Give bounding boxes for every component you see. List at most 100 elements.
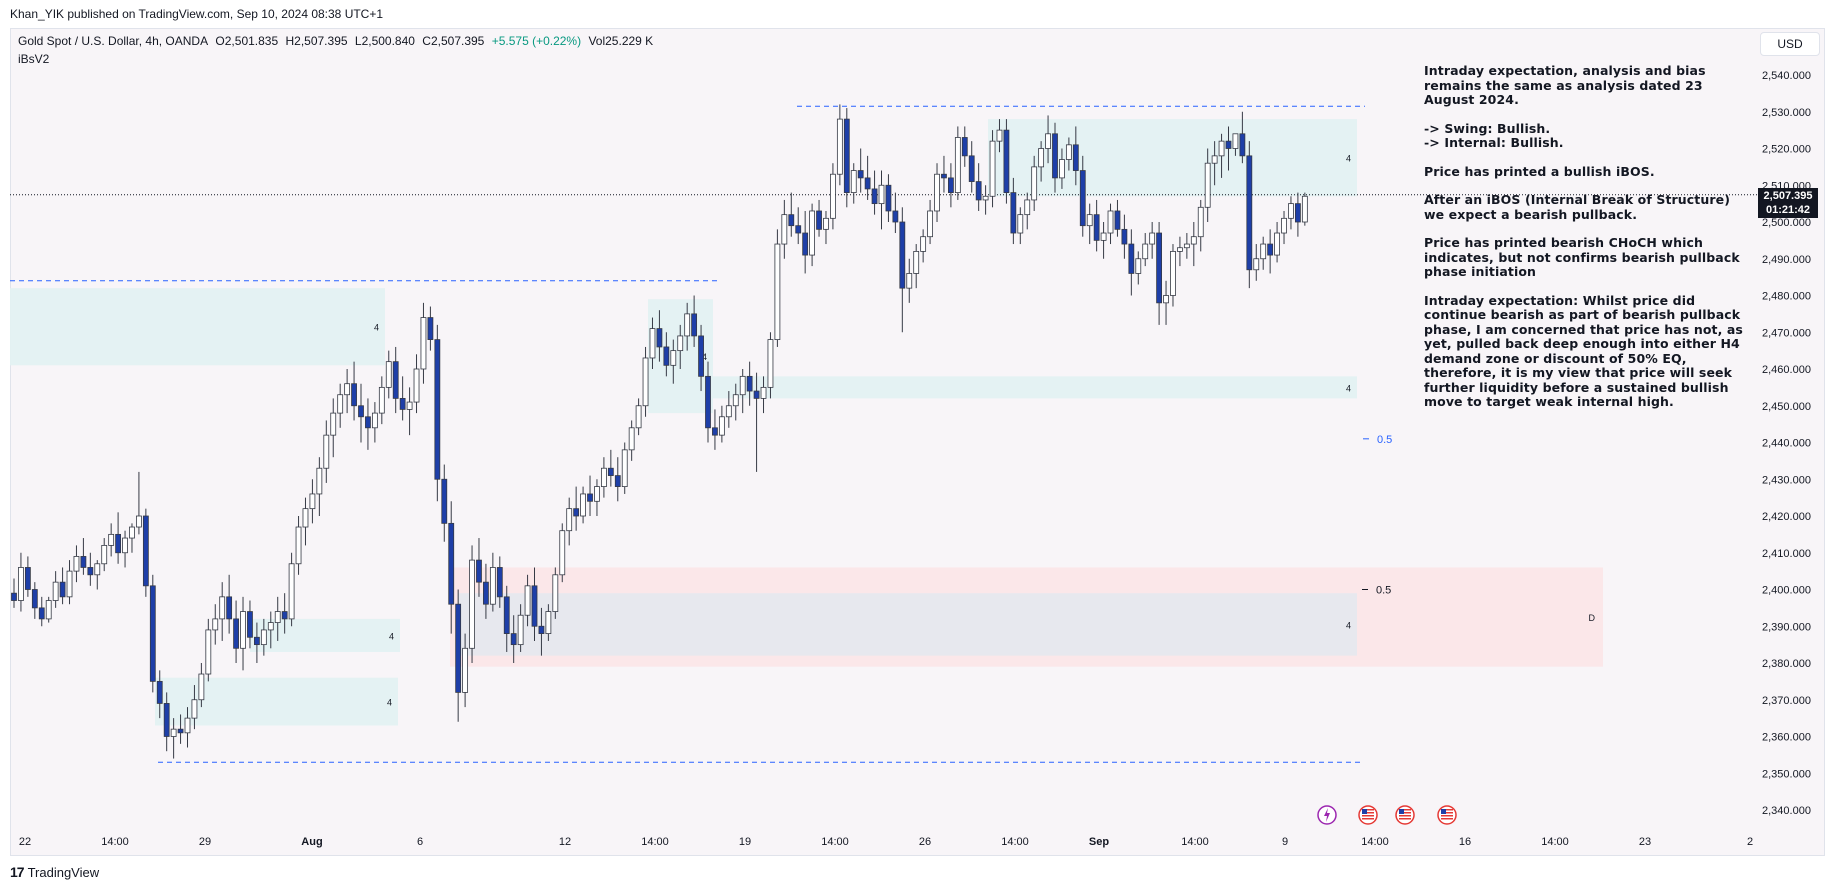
note-paragraph-5: Price has printed bearish CHoCH which in… (1424, 235, 1740, 279)
analysis-note: Intraday expectation, analysis and bias … (1424, 63, 1744, 424)
candle-body-bull (1218, 140, 1225, 157)
footer-brand[interactable]: 17 TradingView (10, 864, 99, 880)
candle (913, 244, 920, 289)
flag-canton (1399, 809, 1404, 814)
candle (59, 567, 66, 605)
candle (982, 185, 989, 215)
candle (656, 310, 663, 362)
candle (413, 354, 420, 414)
candle (122, 530, 128, 568)
lightning-event-icon[interactable] (1317, 805, 1337, 825)
candle-body-bear (156, 680, 163, 704)
candle (406, 387, 413, 436)
current-price-value: 2,507.395 (1763, 190, 1813, 202)
candle (240, 596, 246, 671)
candle-body-bull (1177, 247, 1183, 252)
candle (871, 170, 878, 215)
candle-body-bull (1059, 159, 1065, 179)
us-flag-event-icon[interactable] (1437, 805, 1457, 825)
symbol-legend[interactable]: Gold Spot / U.S. Dollar, 4h, OANDA O2,50… (18, 34, 657, 48)
candle-body-bull (309, 493, 316, 510)
candle (732, 383, 739, 421)
publish-info: Khan_YIK published on TradingView.com, S… (0, 0, 1835, 28)
x-tick-label: 14:00 (1001, 836, 1029, 848)
candle-body-bull (18, 567, 24, 601)
candle (1024, 192, 1031, 230)
candle (927, 199, 933, 245)
candle (899, 207, 906, 333)
candle-body-bull (1190, 236, 1197, 245)
candle (836, 104, 843, 186)
symbol-name[interactable]: Gold Spot / U.S. Dollar, 4h, OANDA (18, 34, 209, 48)
zone-label: 4 (702, 352, 707, 362)
candle-body-bear (1010, 192, 1017, 234)
brand-name: TradingView (27, 864, 100, 880)
flag-stripe (1399, 818, 1411, 820)
candle (760, 376, 767, 414)
candle (1183, 233, 1190, 259)
candle-body-bull (1107, 210, 1114, 234)
candle (864, 155, 871, 200)
candle (823, 210, 829, 245)
candle (52, 571, 59, 608)
candle-body-bull (1065, 144, 1072, 160)
candle-body-bull (545, 611, 552, 634)
candle-body-bear (573, 508, 580, 517)
candle-body-bear (434, 339, 441, 480)
us-flag-event-icon[interactable] (1358, 805, 1378, 825)
zone-label: 4 (1346, 620, 1351, 630)
zone-label: 4 (1346, 154, 1351, 164)
candle (1301, 192, 1308, 226)
candle-body-bull (420, 317, 427, 370)
candle (351, 361, 357, 421)
candle (746, 361, 753, 406)
candle-body-bull (240, 611, 246, 649)
candle-body-bear (448, 522, 455, 605)
candle-body-bull (469, 559, 475, 649)
candle-body-bull (906, 273, 913, 289)
candle (885, 174, 892, 222)
candle (142, 508, 149, 597)
candle (427, 306, 434, 351)
currency-button[interactable]: USD (1760, 32, 1820, 56)
candle (1093, 199, 1100, 252)
candle-body-bull (739, 375, 746, 396)
candle (1211, 141, 1218, 186)
candle-body-bear (941, 173, 947, 179)
flag-stripe (1441, 812, 1453, 814)
candle (1086, 203, 1093, 245)
candle (809, 203, 815, 267)
candle-body-bull (1197, 206, 1204, 238)
candle-body-bull (1135, 258, 1142, 274)
flag-stripe (1441, 815, 1453, 817)
candle-body-bear (365, 416, 371, 429)
candle (288, 552, 295, 627)
us-flag-event-icon[interactable] (1395, 805, 1415, 825)
candle-body-bear (975, 181, 982, 201)
y-tick-label: 2,500.000 (1762, 217, 1811, 229)
x-tick-label: 12 (559, 836, 571, 848)
candle-body-bear (59, 581, 66, 598)
candle-body-bear (142, 515, 149, 587)
indicator-label[interactable]: iBsV2 (18, 52, 50, 66)
candle-body-bear (857, 170, 864, 179)
y-tick-label: 2,360.000 (1762, 732, 1811, 744)
candle (1038, 141, 1045, 182)
candle (455, 589, 462, 722)
candle-body-bear (1295, 203, 1301, 223)
candle (1045, 115, 1051, 164)
zones-layer: 4 4 4 4 4 4 D 4 (10, 119, 1603, 726)
candle (531, 567, 538, 641)
flag-stripe (1441, 818, 1453, 820)
candle (614, 457, 621, 502)
candle (469, 545, 475, 663)
x-tick-label: 14:00 (1361, 836, 1389, 848)
x-tick-label: 2 (1747, 836, 1753, 848)
candle (1253, 244, 1260, 281)
candle (1190, 222, 1197, 267)
candle (830, 163, 836, 230)
candle (1052, 122, 1058, 193)
candle (857, 148, 864, 193)
x-tick-label: 26 (919, 836, 931, 848)
